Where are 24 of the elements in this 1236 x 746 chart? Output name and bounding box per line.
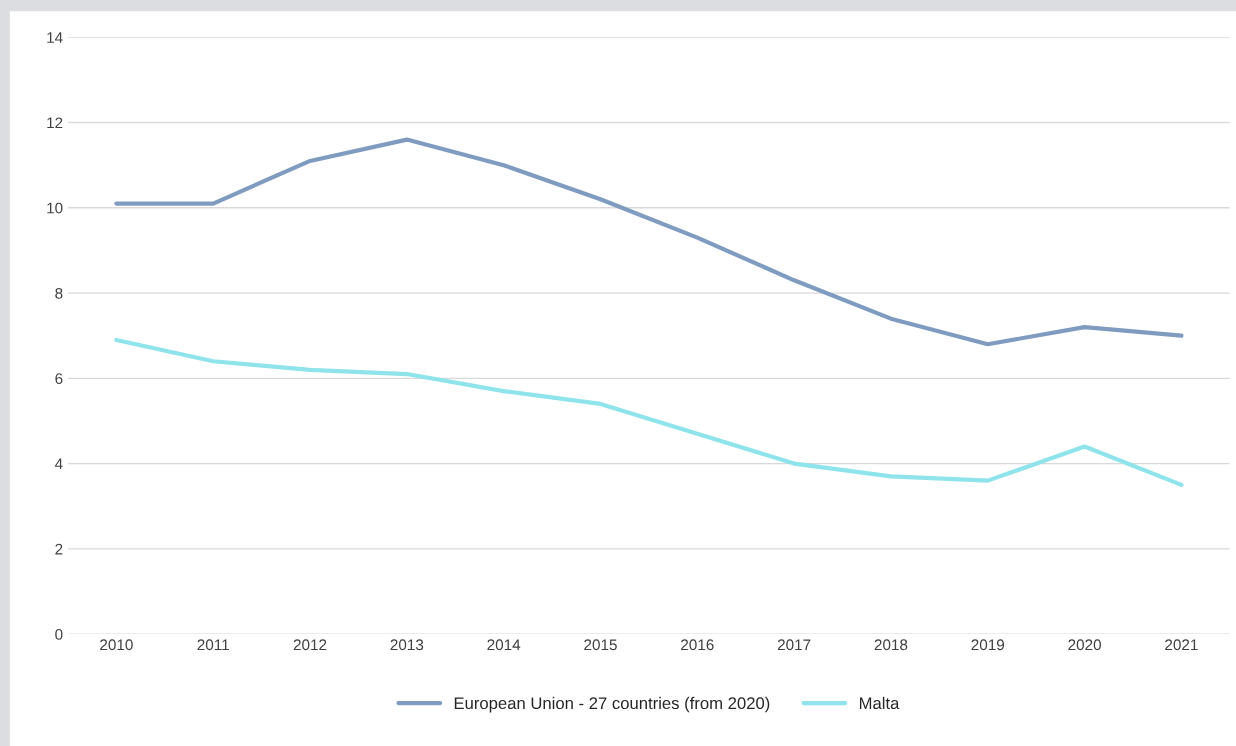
line-series <box>114 337 1184 487</box>
x-tick-label: 2015 <box>584 639 617 651</box>
x-tick-label: 2019 <box>971 639 1005 651</box>
y-tick-label: 10 <box>47 202 63 214</box>
x-tick-label: 2021 <box>1165 639 1198 651</box>
legend-label: European Union - 27 countries (from 2020) <box>454 696 770 713</box>
y-tick-label: 12 <box>47 117 63 129</box>
y-tick-label: 14 <box>47 32 63 43</box>
legend-label: Malta <box>859 696 900 710</box>
x-tick-label: 2017 <box>777 639 811 651</box>
y-tick-label: 6 <box>55 373 63 385</box>
x-tick-label: 2018 <box>874 639 908 651</box>
line-series <box>114 137 1184 347</box>
x-tick-label: 2014 <box>487 639 521 651</box>
x-tick-label: 2013 <box>390 639 424 651</box>
x-tick-label: 2016 <box>681 639 714 651</box>
x-tick-label: 2010 <box>100 639 133 651</box>
y-tick-label: 4 <box>54 458 63 470</box>
y-tick-label: 2 <box>55 543 63 555</box>
y-tick-label: 0 <box>55 628 63 640</box>
x-tick-label: 2012 <box>293 639 327 651</box>
y-tick-label: 8 <box>55 287 63 299</box>
x-tick-label: 2011 <box>197 639 229 651</box>
x-tick-label: 2020 <box>1068 639 1101 651</box>
